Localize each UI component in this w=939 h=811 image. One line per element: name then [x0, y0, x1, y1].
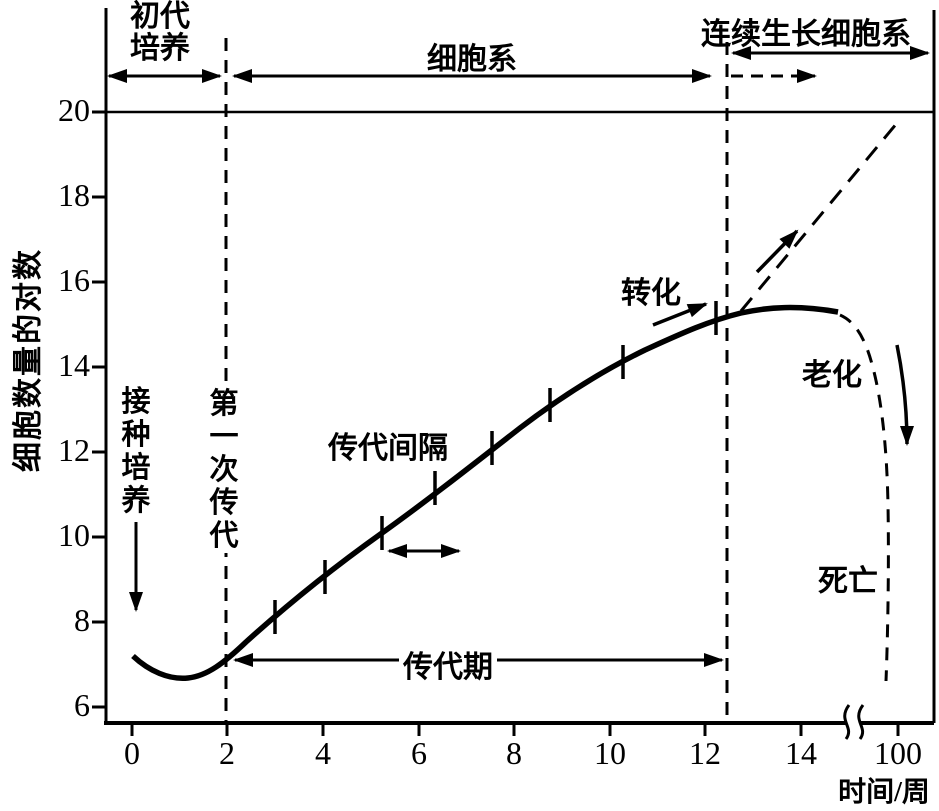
x-tick-marks — [130, 723, 900, 736]
x-tick-label: 12 — [689, 735, 721, 771]
y-tick-label: 20 — [58, 92, 90, 128]
y-tick-label: 10 — [58, 517, 90, 553]
annotation-transformation: 转化 — [621, 277, 681, 310]
continuous-growth-direction-arrow — [755, 229, 799, 274]
passage-interval-marks — [273, 301, 718, 634]
annotation-inoculation: 接种培养 — [121, 386, 151, 518]
y-tick-label: 14 — [58, 347, 90, 383]
senescence-death-dashed-curve — [839, 313, 890, 682]
phase-label-primary-culture: 初代 培养 — [130, 0, 190, 65]
x-tick-label: 10 — [594, 735, 626, 771]
x-tick-label: 14 — [785, 735, 817, 771]
y-tick-label: 12 — [58, 432, 90, 468]
x-tick-label: 2 — [219, 735, 235, 771]
y-tick-label: 8 — [74, 602, 90, 638]
x-axis-title: 时间/周 — [838, 777, 930, 808]
transformation-arrow — [652, 302, 708, 327]
transformed-growth-dashed-line — [739, 122, 899, 312]
annotation-senescence: 老化 — [802, 359, 862, 392]
x-tick-label: 0 — [124, 735, 140, 771]
x-tick-label: 8 — [506, 735, 522, 771]
y-tick-label: 6 — [74, 687, 90, 723]
annotation-passage-period: 传代期 — [399, 642, 497, 686]
x-tick-label: 4 — [315, 735, 331, 771]
growth-curve — [131, 304, 839, 681]
y-axis-title: 细胞数量的对数 — [12, 248, 45, 472]
phase-label-continuous-cell-line: 连续生长细胞系 — [701, 18, 911, 51]
x-tick-label: 100 — [874, 735, 922, 771]
senescence-down-arrow — [895, 344, 914, 446]
axis-break-icon — [843, 704, 865, 740]
annotation-passage-interval: 传代间隔 — [328, 432, 448, 465]
y-tick-label: 18 — [58, 177, 90, 213]
y-tick-label: 16 — [58, 262, 90, 298]
x-tick-label: 6 — [411, 735, 427, 771]
annotation-death: 死亡 — [818, 565, 878, 598]
y-tick-marks — [92, 110, 106, 709]
annotation-first-passage: 第一次传代 — [207, 388, 241, 554]
phase-label-cell-line: 细胞系 — [427, 43, 517, 76]
